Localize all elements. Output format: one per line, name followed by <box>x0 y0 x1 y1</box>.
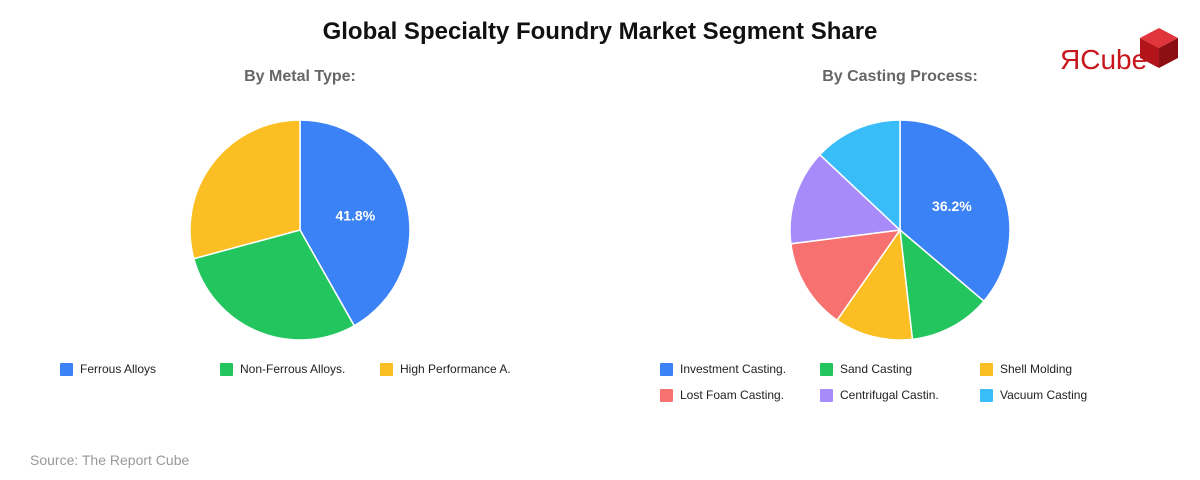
legend-swatch <box>660 388 673 402</box>
pie-slice-high-performance-a <box>189 119 301 260</box>
metal-type-pie-chart: 41.8% <box>189 119 411 341</box>
legend-item[interactable]: Sand Casting <box>820 362 912 376</box>
legend-swatch <box>820 362 833 376</box>
legend-label: Investment Casting. <box>680 362 787 376</box>
pie-slice-lost-foam-casting <box>790 229 902 322</box>
legend-label: Non-Ferrous Alloys. <box>240 362 346 376</box>
legend-label: Lost Foam Casting. <box>680 388 785 402</box>
metal-type-subtitle: By Metal Type: <box>244 68 356 85</box>
legend-label: Centrifugal Castin. <box>840 388 939 402</box>
logo-text: RCube <box>1060 44 1148 75</box>
legend-swatch <box>220 362 233 376</box>
slice-percent-label: 41.8% <box>335 207 375 223</box>
legend-swatch <box>380 362 393 376</box>
pie-slice-non-ferrous-alloys <box>192 229 356 341</box>
legend-item[interactable]: Vacuum Casting <box>980 388 1087 402</box>
legend-label: Sand Casting <box>840 362 913 376</box>
pie-slice-sand-casting <box>899 228 985 341</box>
casting-process-subtitle: By Casting Process: <box>822 68 978 85</box>
legend-item[interactable]: Shell Molding <box>980 362 1072 376</box>
legend-swatch <box>60 362 73 376</box>
legend-swatch <box>980 388 993 402</box>
source-note: Source: The Report Cube <box>30 452 190 468</box>
pie-slice-investment-casting <box>899 119 1011 303</box>
legend-item[interactable]: Lost Foam Casting. <box>660 388 784 402</box>
chart-title: Global Specialty Foundry Market Segment … <box>322 18 878 45</box>
cube-icon <box>1140 28 1178 68</box>
legend-item[interactable]: Investment Casting. <box>660 362 786 376</box>
slice-percent-label: 36.2% <box>932 198 972 214</box>
legend-swatch <box>820 388 833 402</box>
legend-swatch <box>660 362 673 376</box>
pie-slice-vacuum-casting <box>818 119 901 232</box>
casting-process-pie-chart: 36.2% <box>789 119 1011 341</box>
report-cube-logo: RCube <box>1020 26 1180 86</box>
pie-slice-centrifugal-castin <box>789 153 902 245</box>
legend-item[interactable]: Centrifugal Castin. <box>820 388 939 402</box>
pie-slice-shell-molding <box>835 227 914 341</box>
legend-item[interactable]: Ferrous Alloys <box>60 362 156 376</box>
legend-label: Ferrous Alloys <box>80 362 157 376</box>
pie-slice-ferrous-alloys <box>299 119 411 327</box>
legend-label: Shell Molding <box>1000 362 1073 376</box>
legend-item[interactable]: High Performance A. <box>380 362 511 376</box>
legend-label: Vacuum Casting <box>1000 388 1088 402</box>
legend-swatch <box>980 362 993 376</box>
legend-item[interactable]: Non-Ferrous Alloys. <box>220 362 345 376</box>
legend-label: High Performance A. <box>400 362 511 376</box>
